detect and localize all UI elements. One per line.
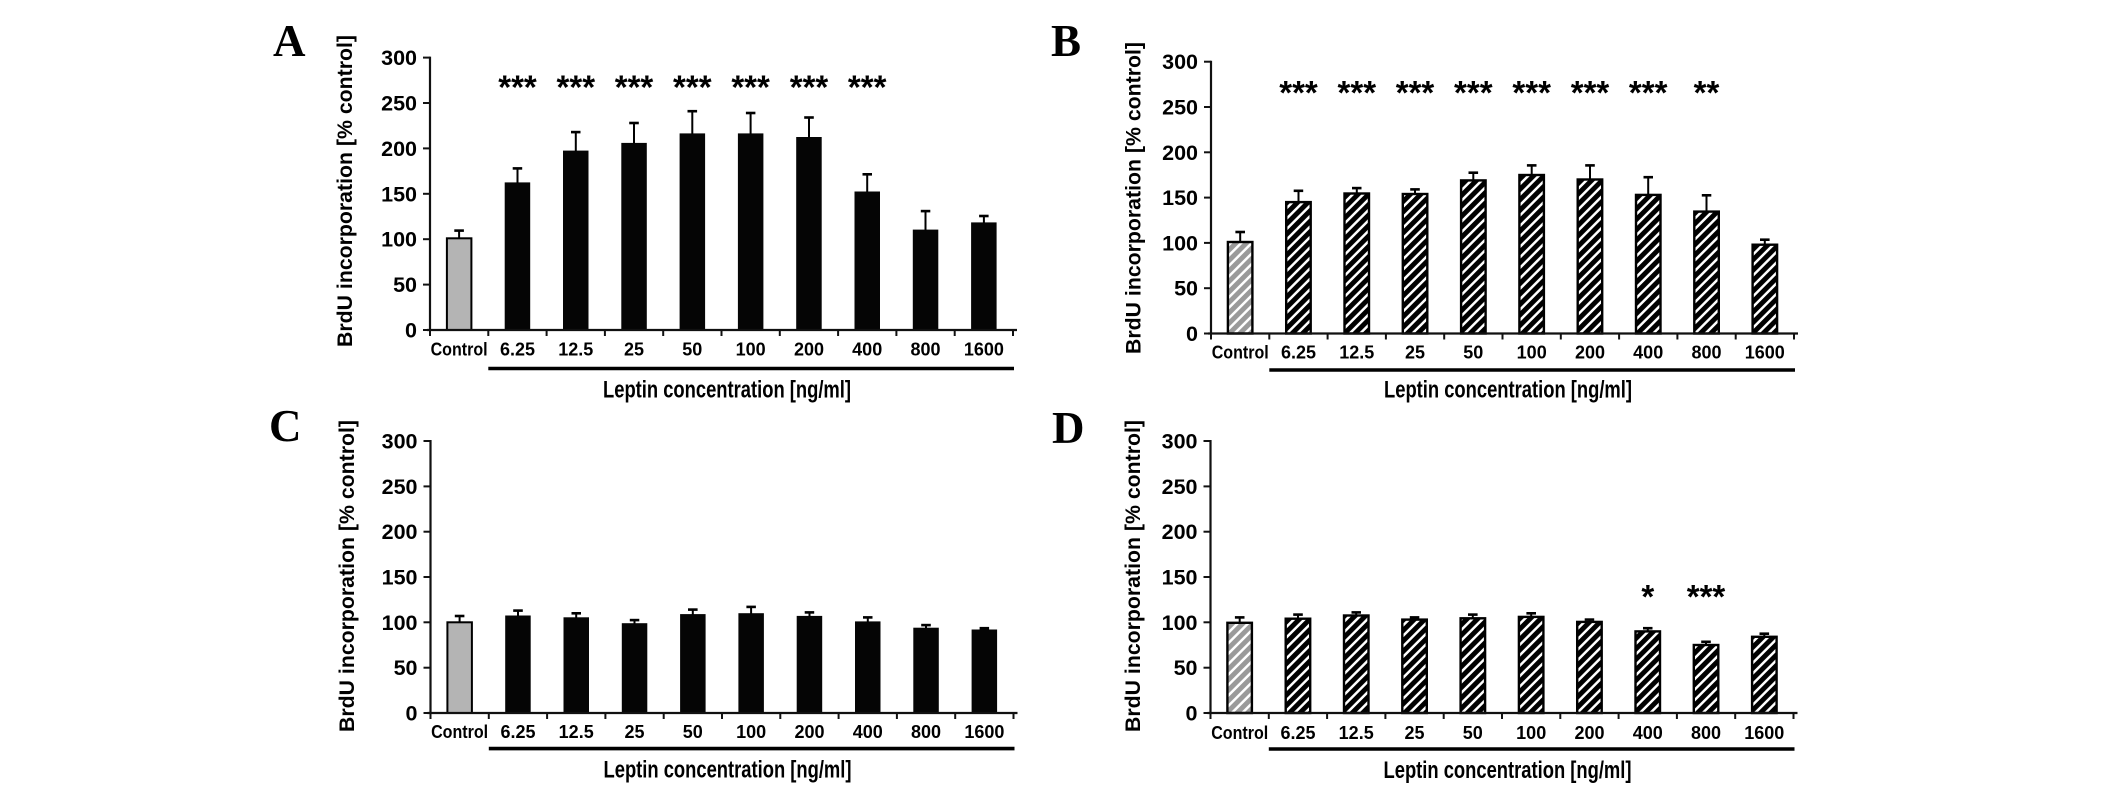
svg-text:50: 50: [1174, 656, 1198, 680]
svg-text:400: 400: [852, 340, 882, 360]
svg-text:50: 50: [683, 722, 703, 742]
svg-text:250: 250: [382, 475, 418, 499]
svg-text:***: ***: [1687, 578, 1726, 615]
svg-text:***: ***: [1279, 74, 1318, 111]
svg-text:100: 100: [1162, 231, 1198, 255]
svg-text:100: 100: [381, 228, 417, 252]
svg-text:25: 25: [1404, 723, 1424, 743]
svg-text:0: 0: [406, 702, 418, 726]
svg-text:12.5: 12.5: [558, 340, 593, 360]
svg-text:800: 800: [1691, 343, 1721, 363]
svg-text:200: 200: [794, 722, 824, 742]
svg-text:25: 25: [1405, 343, 1425, 363]
svg-text:12.5: 12.5: [1339, 723, 1374, 743]
svg-text:150: 150: [1162, 566, 1198, 590]
svg-text:6.25: 6.25: [1281, 343, 1316, 363]
svg-text:Leptin concentration [ng/ml]: Leptin concentration [ng/ml]: [1384, 377, 1632, 404]
svg-text:*: *: [1641, 578, 1654, 615]
svg-text:0: 0: [1186, 702, 1198, 726]
svg-text:1600: 1600: [964, 340, 1004, 360]
svg-text:Control: Control: [1212, 343, 1269, 363]
svg-text:Leptin concentration [ng/ml]: Leptin concentration [ng/ml]: [604, 757, 852, 784]
svg-text:150: 150: [1162, 186, 1198, 210]
svg-text:***: ***: [848, 69, 887, 106]
svg-text:1600: 1600: [1745, 343, 1785, 363]
svg-text:50: 50: [1463, 343, 1483, 363]
svg-text:50: 50: [394, 656, 418, 680]
svg-text:1600: 1600: [964, 722, 1004, 742]
svg-text:0: 0: [405, 319, 417, 343]
svg-text:***: ***: [1338, 74, 1377, 111]
svg-text:Leptin concentration [ng/ml]: Leptin concentration [ng/ml]: [603, 377, 851, 404]
svg-text:***: ***: [1629, 74, 1668, 111]
svg-text:Control: Control: [431, 340, 488, 360]
svg-text:Control: Control: [431, 722, 488, 742]
svg-text:200: 200: [794, 340, 824, 360]
svg-text:100: 100: [1517, 343, 1547, 363]
svg-text:BrdU incorporation [% control]: BrdU incorporation [% control]: [335, 420, 359, 732]
svg-text:100: 100: [1516, 723, 1546, 743]
svg-text:200: 200: [1574, 723, 1604, 743]
svg-text:6.25: 6.25: [500, 340, 535, 360]
svg-text:300: 300: [382, 430, 418, 454]
svg-text:200: 200: [381, 137, 417, 161]
svg-text:1600: 1600: [1744, 723, 1784, 743]
svg-text:100: 100: [1162, 611, 1198, 635]
svg-text:25: 25: [624, 340, 644, 360]
svg-text:BrdU incorporation [% control]: BrdU incorporation [% control]: [1122, 42, 1146, 354]
svg-text:800: 800: [911, 722, 941, 742]
svg-text:Control: Control: [1211, 723, 1268, 743]
svg-text:Leptin concentration [ng/ml]: Leptin concentration [ng/ml]: [1384, 757, 1632, 784]
svg-text:50: 50: [682, 340, 702, 360]
svg-text:50: 50: [393, 273, 417, 297]
svg-text:***: ***: [1512, 74, 1551, 111]
svg-text:400: 400: [1633, 723, 1663, 743]
svg-text:300: 300: [1162, 430, 1198, 454]
svg-text:150: 150: [381, 182, 417, 206]
svg-text:150: 150: [382, 566, 418, 590]
svg-text:200: 200: [1575, 343, 1605, 363]
svg-text:***: ***: [673, 69, 712, 106]
svg-text:***: ***: [1454, 74, 1493, 111]
svg-text:***: ***: [615, 69, 654, 106]
svg-text:12.5: 12.5: [559, 722, 594, 742]
svg-text:100: 100: [736, 722, 766, 742]
svg-text:**: **: [1694, 74, 1720, 111]
svg-text:BrdU incorporation [% control]: BrdU incorporation [% control]: [1121, 420, 1145, 732]
svg-text:250: 250: [1162, 96, 1198, 120]
svg-text:250: 250: [381, 92, 417, 116]
svg-text:***: ***: [1571, 74, 1610, 111]
svg-text:6.25: 6.25: [500, 722, 535, 742]
svg-text:200: 200: [382, 520, 418, 544]
svg-text:800: 800: [910, 340, 940, 360]
svg-text:25: 25: [624, 722, 644, 742]
svg-text:100: 100: [382, 611, 418, 635]
svg-text:100: 100: [736, 340, 766, 360]
svg-text:***: ***: [790, 69, 829, 106]
svg-text:200: 200: [1162, 520, 1198, 544]
svg-text:400: 400: [1633, 343, 1663, 363]
svg-text:***: ***: [498, 69, 537, 106]
svg-text:6.25: 6.25: [1280, 723, 1315, 743]
svg-text:300: 300: [381, 46, 417, 70]
svg-text:A: A: [273, 16, 306, 66]
svg-text:BrdU incorporation [% control]: BrdU incorporation [% control]: [333, 35, 357, 347]
svg-text:12.5: 12.5: [1339, 343, 1374, 363]
svg-text:800: 800: [1691, 723, 1721, 743]
svg-text:D: D: [1052, 403, 1085, 453]
svg-text:300: 300: [1162, 50, 1198, 74]
svg-text:400: 400: [853, 722, 883, 742]
svg-text:200: 200: [1162, 141, 1198, 165]
svg-text:250: 250: [1162, 475, 1198, 499]
svg-text:50: 50: [1463, 723, 1483, 743]
svg-text:***: ***: [557, 69, 596, 106]
svg-text:B: B: [1051, 16, 1081, 66]
svg-text:50: 50: [1174, 277, 1198, 301]
svg-text:***: ***: [1396, 74, 1435, 111]
svg-text:***: ***: [731, 69, 770, 106]
svg-text:0: 0: [1186, 322, 1198, 346]
svg-text:C: C: [269, 401, 302, 451]
